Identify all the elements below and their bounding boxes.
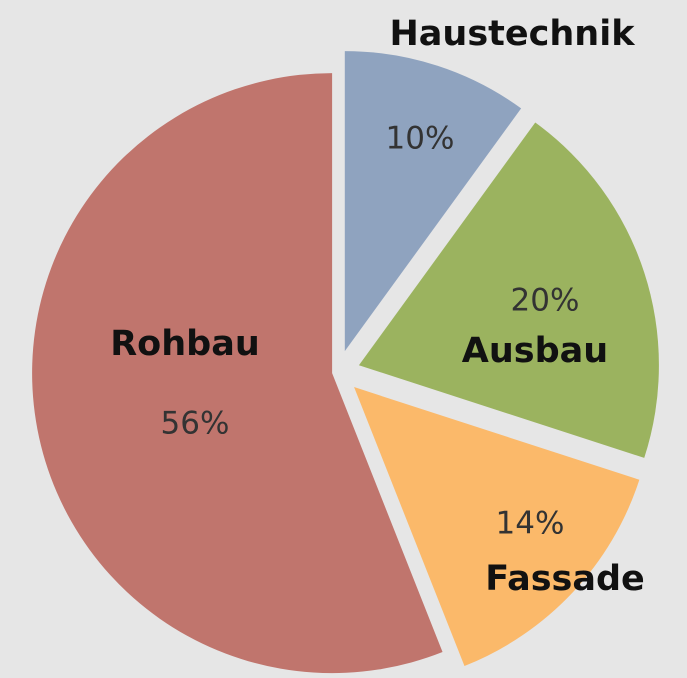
slice-label: Rohbau bbox=[110, 324, 260, 364]
pie-slice bbox=[354, 387, 640, 666]
value-label: 20% bbox=[511, 283, 580, 319]
pie-slice bbox=[32, 73, 443, 674]
value-label: 56% bbox=[161, 406, 230, 442]
slice-label: Haustechnik bbox=[390, 14, 636, 54]
value-label: 10% bbox=[386, 121, 455, 157]
slice-label: Fassade bbox=[485, 559, 645, 599]
slice-label: Ausbau bbox=[462, 331, 608, 371]
pie-slice bbox=[358, 122, 659, 458]
value-label: 14% bbox=[496, 506, 565, 542]
pie-slice bbox=[344, 51, 522, 352]
